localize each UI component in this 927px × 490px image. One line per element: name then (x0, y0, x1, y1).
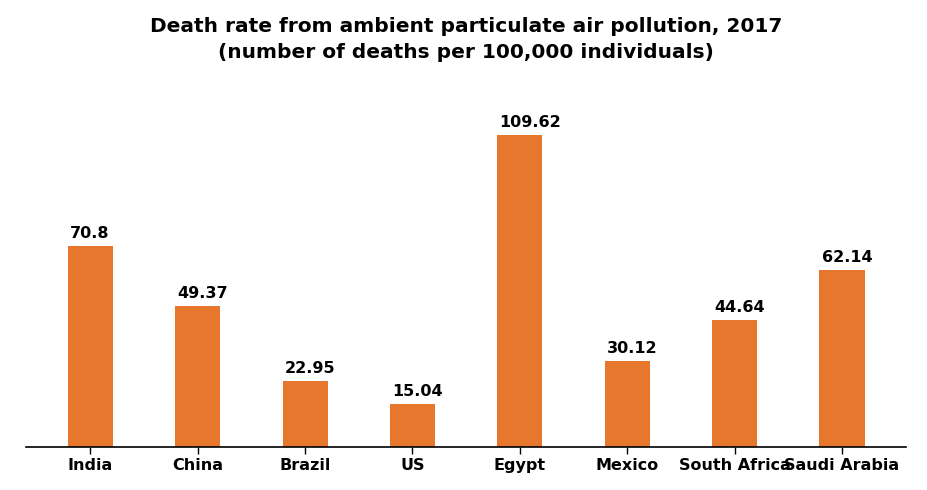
Bar (711, 320, 756, 446)
Title: Death rate from ambient particulate air pollution, 2017
(number of deaths per 10: Death rate from ambient particulate air … (150, 17, 781, 62)
Text: 30.12: 30.12 (606, 341, 656, 356)
Bar (819, 270, 864, 446)
Bar (68, 245, 113, 446)
Text: 109.62: 109.62 (499, 115, 561, 130)
Text: 49.37: 49.37 (177, 286, 228, 301)
Text: 22.95: 22.95 (285, 361, 335, 376)
Bar (175, 306, 220, 446)
Bar (497, 135, 541, 446)
Bar (282, 381, 327, 446)
Bar (604, 361, 649, 446)
Text: 44.64: 44.64 (714, 300, 764, 315)
Text: 62.14: 62.14 (820, 250, 871, 265)
Text: 15.04: 15.04 (392, 384, 442, 399)
Text: 70.8: 70.8 (70, 225, 109, 241)
Bar (389, 404, 435, 446)
